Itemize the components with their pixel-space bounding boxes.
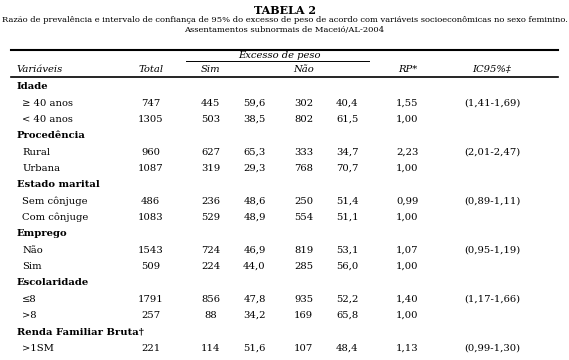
Text: 486: 486: [141, 197, 160, 206]
Text: Emprego: Emprego: [17, 229, 68, 238]
Text: Sim: Sim: [22, 262, 42, 271]
Text: (0,89-1,11): (0,89-1,11): [464, 197, 520, 206]
Text: Sem cônjuge: Sem cônjuge: [22, 197, 88, 206]
Text: Excesso de peso: Excesso de peso: [238, 51, 320, 60]
Text: 529: 529: [201, 213, 220, 222]
Text: 960: 960: [141, 148, 160, 157]
Text: < 40 anos: < 40 anos: [22, 115, 73, 124]
Text: 1,13: 1,13: [396, 344, 419, 353]
Text: 1791: 1791: [138, 295, 163, 304]
Text: 1543: 1543: [138, 246, 163, 255]
Text: Total: Total: [138, 65, 163, 74]
Text: (0,99-1,30): (0,99-1,30): [464, 344, 520, 353]
Text: 1305: 1305: [138, 115, 163, 124]
Text: Variáveis: Variáveis: [17, 65, 63, 74]
Text: 114: 114: [201, 344, 221, 353]
Text: 107: 107: [294, 344, 314, 353]
Text: 59,6: 59,6: [244, 99, 266, 108]
Text: 40,4: 40,4: [336, 99, 358, 108]
Text: 1,00: 1,00: [396, 164, 419, 173]
Text: 224: 224: [201, 262, 220, 271]
Text: Estado marital: Estado marital: [17, 180, 100, 189]
Text: 1,55: 1,55: [396, 99, 419, 108]
Text: 221: 221: [141, 344, 160, 353]
Text: 2,23: 2,23: [396, 148, 419, 157]
Text: 1,00: 1,00: [396, 311, 419, 320]
Text: 1,00: 1,00: [396, 213, 419, 222]
Text: (0,95-1,19): (0,95-1,19): [464, 246, 520, 255]
Text: 169: 169: [294, 311, 313, 320]
Text: >8: >8: [22, 311, 37, 320]
Text: Sim: Sim: [201, 65, 221, 74]
Text: 236: 236: [201, 197, 220, 206]
Text: 1,40: 1,40: [396, 295, 419, 304]
Text: RP*: RP*: [398, 65, 417, 74]
Text: 29,3: 29,3: [244, 164, 266, 173]
Text: 503: 503: [201, 115, 220, 124]
Text: (1,17-1,66): (1,17-1,66): [464, 295, 520, 304]
Text: 38,5: 38,5: [244, 115, 266, 124]
Text: 52,2: 52,2: [336, 295, 358, 304]
Text: Procedência: Procedência: [17, 131, 86, 140]
Text: (2,01-2,47): (2,01-2,47): [464, 148, 520, 157]
Text: 250: 250: [294, 197, 313, 206]
Text: (1,41-1,69): (1,41-1,69): [464, 99, 520, 108]
Text: 319: 319: [201, 164, 220, 173]
Text: 627: 627: [201, 148, 220, 157]
Text: 48,4: 48,4: [336, 344, 358, 353]
Text: 34,2: 34,2: [243, 311, 266, 320]
Text: 747: 747: [141, 99, 160, 108]
Text: Com cônjuge: Com cônjuge: [22, 213, 89, 222]
Text: 88: 88: [204, 311, 217, 320]
Text: 1083: 1083: [138, 213, 163, 222]
Text: 802: 802: [294, 115, 313, 124]
Text: 856: 856: [201, 295, 220, 304]
Text: 1,07: 1,07: [396, 246, 419, 255]
Text: >1SM: >1SM: [22, 344, 54, 353]
Text: IC95%‡: IC95%‡: [473, 65, 512, 74]
Text: 70,7: 70,7: [336, 164, 358, 173]
Text: 47,8: 47,8: [243, 295, 266, 304]
Text: 285: 285: [294, 262, 313, 271]
Text: 935: 935: [294, 295, 313, 304]
Text: 1,00: 1,00: [396, 115, 419, 124]
Text: 1087: 1087: [138, 164, 163, 173]
Text: 48,6: 48,6: [244, 197, 266, 206]
Text: 44,0: 44,0: [243, 262, 266, 271]
Text: 46,9: 46,9: [244, 246, 266, 255]
Text: 302: 302: [294, 99, 313, 108]
Text: 0,99: 0,99: [396, 197, 419, 206]
Text: Rural: Rural: [22, 148, 50, 157]
Text: ≥ 40 anos: ≥ 40 anos: [22, 99, 73, 108]
Text: Renda Familiar Bruta†: Renda Familiar Bruta†: [17, 327, 144, 336]
Text: 768: 768: [294, 164, 313, 173]
Text: 53,1: 53,1: [336, 246, 358, 255]
Text: 65,3: 65,3: [244, 148, 266, 157]
Text: Escolaridade: Escolaridade: [17, 278, 89, 287]
Text: 819: 819: [294, 246, 314, 255]
Text: 51,1: 51,1: [336, 213, 358, 222]
Text: 554: 554: [294, 213, 314, 222]
Text: Não: Não: [22, 246, 43, 255]
Text: 48,9: 48,9: [243, 213, 266, 222]
Text: 65,8: 65,8: [336, 311, 358, 320]
Text: Assentamentos subnormais de Maceió/AL-2004: Assentamentos subnormais de Maceió/AL-20…: [184, 26, 385, 34]
Text: Razão de prevalência e intervalo de confiança de 95% do excesso de peso de acord: Razão de prevalência e intervalo de conf…: [2, 16, 567, 24]
Text: 257: 257: [141, 311, 160, 320]
Text: Não: Não: [293, 65, 314, 74]
Text: 51,4: 51,4: [336, 197, 358, 206]
Text: 445: 445: [201, 99, 220, 108]
Text: 51,6: 51,6: [244, 344, 266, 353]
Text: 333: 333: [294, 148, 313, 157]
Text: 1,00: 1,00: [396, 262, 419, 271]
Text: 56,0: 56,0: [336, 262, 358, 271]
Text: 509: 509: [141, 262, 160, 271]
Text: ≤8: ≤8: [22, 295, 37, 304]
Text: 34,7: 34,7: [336, 148, 358, 157]
Text: 61,5: 61,5: [336, 115, 358, 124]
Text: 724: 724: [201, 246, 220, 255]
Text: Urbana: Urbana: [22, 164, 60, 173]
Text: TABELA 2: TABELA 2: [254, 5, 315, 17]
Text: Idade: Idade: [17, 82, 48, 91]
